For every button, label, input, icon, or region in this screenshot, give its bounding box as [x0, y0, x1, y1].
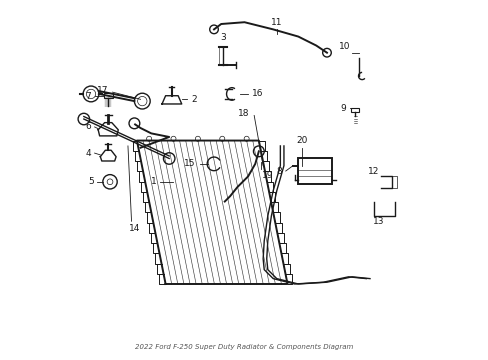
- Text: 9: 9: [340, 104, 346, 113]
- Text: 5: 5: [88, 177, 94, 186]
- Text: 17: 17: [97, 86, 108, 95]
- Text: 1: 1: [151, 177, 156, 186]
- Text: 2: 2: [191, 95, 197, 104]
- Text: 15: 15: [183, 159, 195, 168]
- Text: 20: 20: [296, 136, 307, 145]
- Text: 3: 3: [220, 33, 225, 42]
- Text: 8: 8: [276, 167, 282, 176]
- Text: 4: 4: [85, 149, 91, 158]
- Text: 10: 10: [338, 42, 349, 51]
- Text: 7: 7: [85, 92, 91, 101]
- Text: 13: 13: [372, 217, 384, 226]
- Text: 11: 11: [270, 18, 282, 27]
- Text: 2022 Ford F-250 Super Duty Radiator & Components Diagram: 2022 Ford F-250 Super Duty Radiator & Co…: [135, 344, 353, 350]
- Text: 6: 6: [85, 122, 91, 131]
- Bar: [298, 158, 332, 184]
- Bar: [104, 93, 112, 98]
- Text: 18: 18: [238, 109, 249, 118]
- Text: 12: 12: [367, 167, 378, 176]
- Text: 16: 16: [252, 89, 264, 98]
- Bar: [351, 108, 359, 112]
- Text: 14: 14: [129, 224, 141, 233]
- Text: 19: 19: [261, 171, 273, 180]
